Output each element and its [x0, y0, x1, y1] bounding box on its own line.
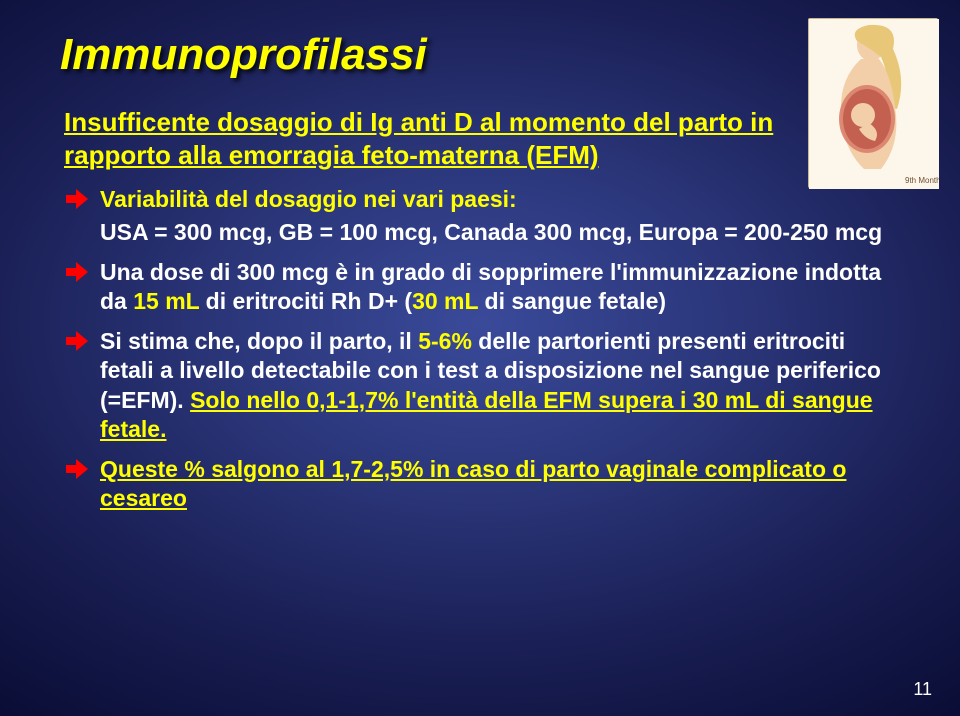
- bullet-text: Si stima che, dopo il parto, il: [100, 328, 418, 354]
- bullet-list: Variabilità del dosaggio nei vari paesi:…: [66, 185, 896, 513]
- bullet-text: Queste % salgono al 1,7-2,5% in caso di …: [100, 456, 846, 511]
- illustration-pregnancy: 9th Month: [808, 18, 938, 188]
- bullet-item: Variabilità del dosaggio nei vari paesi:: [66, 185, 896, 214]
- bullet-item: Si stima che, dopo il parto, il 5-6% del…: [66, 327, 896, 445]
- bullet-arrow-icon: [66, 459, 88, 479]
- bullet-text: 30 mL: [412, 288, 478, 314]
- bullet-item: Una dose di 300 mcg è in grado di soppri…: [66, 258, 896, 317]
- bullet-text: di sangue fetale): [478, 288, 666, 314]
- bullet-text: Solo nello 0,1-1,7% l'entità della EFM s…: [100, 387, 873, 442]
- slide-subtitle: Insufficente dosaggio di Ig anti D al mo…: [64, 106, 784, 171]
- slide-title: Immunoprofilassi: [60, 30, 910, 80]
- bullet-text: 15 mL: [133, 288, 199, 314]
- bullet-item: Queste % salgono al 1,7-2,5% in caso di …: [66, 455, 896, 514]
- bullet-text: di eritrociti Rh D+ (: [199, 288, 412, 314]
- page-number: 11: [913, 679, 932, 700]
- bullet-arrow-icon: [66, 331, 88, 351]
- illustration-caption: 9th Month: [905, 176, 939, 185]
- bullet-text: 5-6%: [418, 328, 472, 354]
- bullet-text: USA = 300 mcg, GB = 100 mcg, Canada 300 …: [100, 219, 882, 245]
- bullet-arrow-icon: [66, 189, 88, 209]
- bullet-item: USA = 300 mcg, GB = 100 mcg, Canada 300 …: [66, 218, 896, 247]
- bullet-arrow-icon: [66, 262, 88, 282]
- bullet-text: Variabilità del dosaggio nei vari paesi:: [100, 186, 517, 212]
